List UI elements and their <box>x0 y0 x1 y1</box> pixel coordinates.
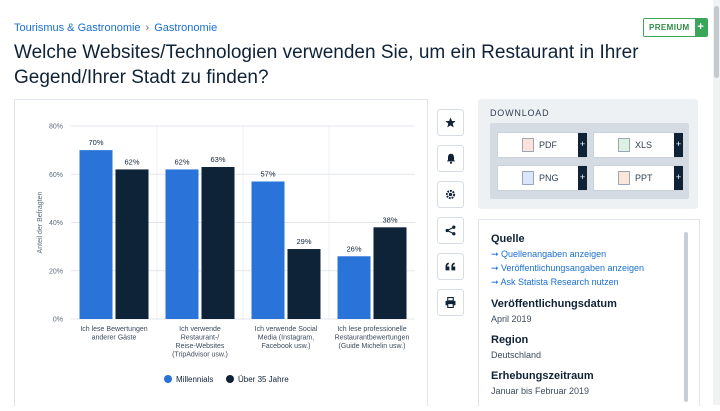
source-link-label: Quellenangaben anzeigen <box>501 249 607 259</box>
print-icon[interactable] <box>437 289 464 316</box>
bar-ueber-35 <box>201 167 235 319</box>
download-xls-button[interactable]: XLS + <box>593 132 683 158</box>
star-icon[interactable] <box>437 109 464 136</box>
category-label: Restaurantbewertungen <box>335 335 410 342</box>
plus-icon: + <box>674 166 683 190</box>
premium-label: PREMIUM <box>644 19 695 36</box>
download-panel: DOWNLOAD PDF + XLS + PNG + PPT + <box>478 99 698 209</box>
region-value: Deutschland <box>491 350 542 360</box>
legend-marker <box>226 375 234 383</box>
plus-icon: + <box>674 133 683 157</box>
breadcrumb-link-tourism[interactable]: Tourismus & Gastronomie <box>14 22 141 34</box>
breadcrumb-separator: › <box>145 22 150 34</box>
bar-ueber-35 <box>373 227 407 319</box>
category-label: (Guide Michelin usw.) <box>339 343 406 350</box>
source-heading: Quelle <box>491 233 525 245</box>
category-label: Ich lese Bewertungen <box>80 326 147 333</box>
category-label: Ich verwende Social <box>255 326 318 333</box>
data-label: 62% <box>174 157 189 166</box>
bar-ueber-35 <box>115 169 149 319</box>
arrow-right-icon: ➞ <box>491 277 501 287</box>
data-label: 62% <box>124 157 139 166</box>
source-link-publication[interactable]: ➞ Veröffentlichungsangaben anzeigen <box>491 263 644 274</box>
data-label: 38% <box>382 215 397 224</box>
download-grid: PDF + XLS + PNG + PPT + <box>490 123 689 199</box>
ppt-file-icon <box>618 171 630 185</box>
y-axis-label: Anteil der Befragten <box>37 191 44 253</box>
download-png-button[interactable]: PNG + <box>497 165 587 191</box>
breadcrumb-link-gastronomy[interactable]: Gastronomie <box>154 22 218 34</box>
download-ppt-label: PPT <box>635 173 653 183</box>
source-link-label: Ask Statista Research nutzen <box>500 277 619 287</box>
arrow-right-icon: ➞ <box>491 263 502 273</box>
category-label: (TripAdvisor usw.) <box>172 352 228 359</box>
download-pdf-button[interactable]: PDF + <box>497 132 587 158</box>
xls-file-icon <box>618 138 630 152</box>
gear-icon[interactable] <box>437 181 464 208</box>
page-scrollbar-thumb[interactable] <box>714 6 719 78</box>
y-tick-label: 80% <box>49 124 63 131</box>
survey-period-value: Januar bis Februar 2019 <box>491 386 590 396</box>
legend-label: Millennials <box>176 375 213 384</box>
bell-icon[interactable] <box>437 145 464 172</box>
data-label: 29% <box>296 237 311 246</box>
y-tick-label: 0% <box>53 317 63 324</box>
category-label: Facebook usw.) <box>261 343 310 350</box>
download-png-label: PNG <box>539 173 559 183</box>
premium-button[interactable]: PREMIUM + <box>643 18 708 37</box>
download-heading: DOWNLOAD <box>490 108 550 118</box>
page-title: Welche Websites/Technologien verwenden S… <box>14 42 639 88</box>
download-xls-label: XLS <box>635 140 653 150</box>
png-file-icon <box>522 171 534 185</box>
data-label: 70% <box>88 138 103 147</box>
share-icon[interactable] <box>437 217 464 244</box>
info-panel: Quelle ➞ Quellenangaben anzeigen ➞ Veröf… <box>478 219 700 406</box>
source-link-research[interactable]: ➞ Ask Statista Research nutzen <box>491 277 619 288</box>
data-label: 26% <box>346 244 361 253</box>
bar-chart: 0% 20% 40% 60% 80% Anteil der Befragten 70% 62%… <box>37 124 415 384</box>
publication-date-value: April 2019 <box>491 314 532 324</box>
source-link-label: Veröffentlichungsangaben anzeigen <box>501 263 645 273</box>
info-scrollbar[interactable] <box>684 232 688 402</box>
source-link-references[interactable]: ➞ Quellenangaben anzeigen <box>491 249 606 260</box>
region-heading: Region <box>491 334 529 346</box>
y-tick-label: 40% <box>49 220 63 227</box>
category-label: Reise-Websites <box>176 343 225 350</box>
chart-toolbar <box>437 109 464 316</box>
page-scrollbar[interactable] <box>713 0 720 405</box>
bar-millennials <box>337 256 371 319</box>
download-pdf-label: PDF <box>539 140 557 150</box>
category-label: Ich verwende <box>179 326 221 333</box>
category-label: Media (Instagram, <box>258 335 314 342</box>
category-label: Ich lese professionelle <box>337 326 406 333</box>
legend-marker <box>164 375 172 383</box>
bar-millennials <box>79 150 113 319</box>
pdf-file-icon <box>522 138 534 152</box>
publication-date-heading: Veröffentlichungsdatum <box>491 298 617 310</box>
bar-ueber-35 <box>287 249 321 319</box>
download-ppt-button[interactable]: PPT + <box>593 165 683 191</box>
plus-icon: + <box>578 133 587 157</box>
category-label: anderer Gäste <box>92 335 137 342</box>
plus-icon: + <box>578 166 587 190</box>
legend-label: Über 35 Jahre <box>238 375 289 384</box>
quote-icon[interactable] <box>437 253 464 280</box>
chart-card: 0% 20% 40% 60% 80% Anteil der Befragten 70% 62%… <box>14 99 428 406</box>
data-label: 63% <box>210 155 225 164</box>
breadcrumb: Tourismus & Gastronomie › Gastronomie <box>14 22 217 34</box>
bar-millennials <box>251 181 285 319</box>
survey-period-heading: Erhebungszeitraum <box>491 370 594 382</box>
y-tick-label: 20% <box>49 268 63 275</box>
data-label: 57% <box>260 169 275 178</box>
y-tick-label: 60% <box>49 172 63 179</box>
plus-icon: + <box>694 19 707 36</box>
bar-millennials <box>165 169 199 319</box>
arrow-right-icon: ➞ <box>491 249 502 259</box>
category-label: Restaurant-/ <box>181 335 220 342</box>
